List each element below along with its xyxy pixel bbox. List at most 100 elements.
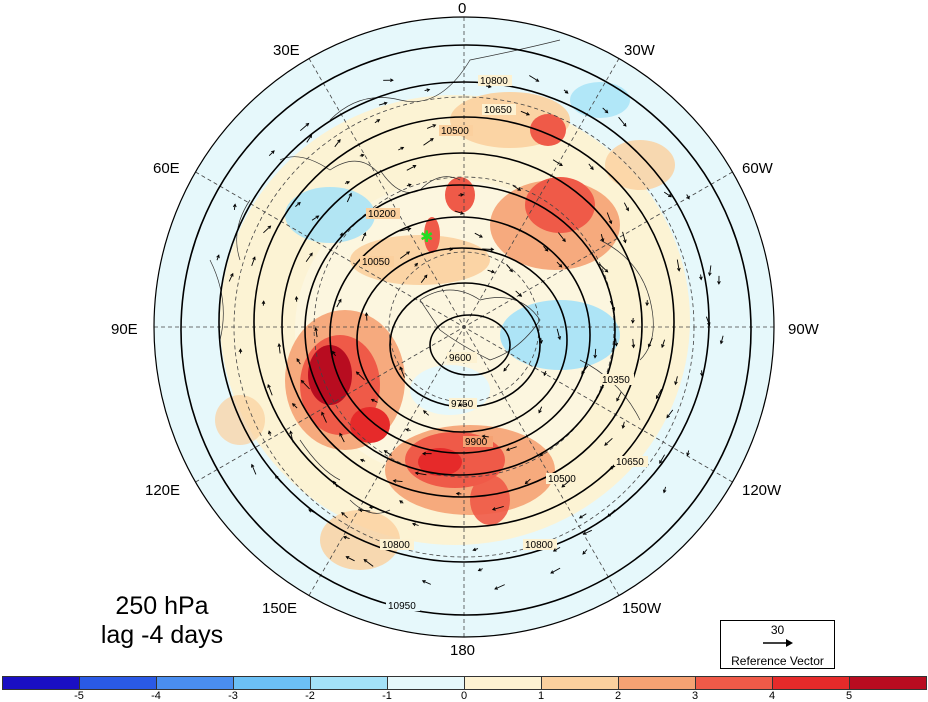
wind-arrow-head bbox=[267, 225, 272, 230]
wind-arrow-head bbox=[631, 344, 636, 349]
wind-arrow bbox=[393, 480, 403, 483]
wind-arrow-head bbox=[557, 336, 562, 341]
wind-arrow-head bbox=[337, 139, 341, 143]
wind-arrow-head bbox=[593, 354, 597, 359]
wind-arrow bbox=[336, 299, 342, 308]
wind-arrow-head bbox=[662, 489, 667, 494]
wind-arrow bbox=[556, 261, 563, 268]
wind-arrow bbox=[487, 269, 495, 273]
wind-arrow-head bbox=[277, 343, 282, 347]
colorbar-tick-label: 0 bbox=[460, 690, 468, 702]
wind-arrow-head bbox=[338, 298, 342, 303]
lon-label-30e: 30E bbox=[273, 42, 300, 59]
wind-arrow bbox=[503, 363, 510, 372]
wind-arrow-head bbox=[668, 193, 672, 198]
wind-arrow-head bbox=[412, 522, 416, 527]
wind-arrow-head bbox=[604, 268, 609, 273]
wind-arrow bbox=[600, 233, 604, 242]
wind-arrow bbox=[300, 123, 309, 132]
wind-arrow-head bbox=[458, 403, 462, 407]
wind-arrow-head bbox=[412, 165, 417, 169]
wind-arrow-head bbox=[621, 424, 626, 429]
wind-arrow-head bbox=[608, 220, 613, 225]
lon-label-60e: 60E bbox=[153, 160, 180, 177]
wind-arrow bbox=[616, 392, 622, 401]
lon-label-120e: 120E bbox=[145, 482, 181, 499]
wind-arrow-head bbox=[559, 162, 563, 167]
wind-arrow bbox=[399, 228, 411, 232]
colorbar-tick-label: 1 bbox=[537, 690, 545, 702]
colorbar-tick-label: -2 bbox=[305, 690, 315, 702]
wind-arrow bbox=[306, 134, 312, 143]
plot-title-lag: lag -4 days bbox=[100, 621, 224, 649]
wind-arrow-head bbox=[274, 475, 279, 479]
contour-label: 10650 bbox=[616, 457, 644, 468]
wind-arrow bbox=[606, 212, 612, 224]
wind-arrow-head bbox=[460, 211, 464, 215]
wind-arrow-head bbox=[487, 84, 492, 89]
wind-arrow bbox=[676, 259, 680, 271]
wind-arrow-head bbox=[607, 513, 611, 518]
wind-arrow-head bbox=[238, 348, 243, 353]
wind-arrow-head bbox=[609, 465, 614, 470]
wind-arrow bbox=[512, 185, 521, 191]
wind-arrow bbox=[454, 210, 464, 215]
wind-arrow bbox=[552, 159, 563, 166]
contour-label: 9600 bbox=[449, 353, 472, 364]
wind-arrow-head bbox=[666, 414, 670, 419]
wind-arrow-head bbox=[449, 247, 454, 252]
wind-arrow-head bbox=[407, 183, 412, 187]
wind-arrow bbox=[538, 406, 543, 413]
lon-label-30w: 30W bbox=[624, 42, 655, 59]
wind-arrow-head bbox=[321, 411, 325, 416]
reference-arrow-icon bbox=[763, 639, 793, 647]
wind-arrow bbox=[296, 358, 301, 365]
colorbar-tick-label: 4 bbox=[768, 690, 776, 702]
wind-arrow-head bbox=[719, 340, 724, 345]
wind-arrow bbox=[315, 328, 318, 338]
wind-arrow-head bbox=[717, 281, 721, 285]
wind-arrow bbox=[506, 264, 513, 272]
wind-arrow-head bbox=[332, 480, 337, 485]
wind-arrow-head bbox=[645, 302, 649, 307]
wind-arrow bbox=[661, 339, 666, 348]
wind-arrow-head bbox=[426, 88, 431, 92]
lon-label-60w: 60W bbox=[742, 160, 773, 177]
wind-arrow bbox=[295, 202, 301, 207]
contour-labels: 9600 9750 9900 10050 10200 10350 10500 1… bbox=[360, 75, 648, 612]
wind-arrow bbox=[420, 274, 428, 283]
wind-arrow-head bbox=[661, 344, 665, 349]
wind-arrow bbox=[292, 403, 298, 409]
colorbar-tick-label: -5 bbox=[74, 690, 84, 702]
wind-arrow-head bbox=[345, 556, 350, 560]
wind-arrow bbox=[607, 509, 616, 517]
wind-arrow-head bbox=[359, 458, 364, 463]
wind-arrow bbox=[720, 335, 724, 344]
wind-arrow-head bbox=[291, 403, 296, 407]
wind-arrow-head bbox=[305, 122, 310, 127]
wind-arrow-head bbox=[460, 193, 465, 197]
wind-arrow bbox=[666, 409, 674, 418]
wind-arrow bbox=[343, 536, 350, 540]
wind-arrow-head bbox=[655, 395, 660, 400]
wind-arrow-head bbox=[526, 112, 530, 116]
wind-arrow-head bbox=[517, 187, 522, 191]
lon-label-150w: 150W bbox=[622, 600, 662, 617]
wind-arrow-head bbox=[491, 507, 496, 511]
wind-arrow-head bbox=[561, 483, 566, 488]
wind-arrow bbox=[579, 513, 587, 519]
wind-arrow bbox=[423, 410, 430, 416]
wind-arrow-head bbox=[558, 263, 563, 268]
lon-label-90w: 90W bbox=[788, 321, 819, 338]
wind-arrow-head bbox=[552, 548, 557, 552]
wind-arrow bbox=[520, 110, 530, 116]
wind-arrow-head bbox=[422, 451, 426, 456]
wind-arrow-head bbox=[604, 109, 609, 114]
wind-arrow bbox=[346, 556, 355, 562]
wind-arrow-head bbox=[300, 379, 305, 384]
colorbar-tick-label: -1 bbox=[382, 690, 392, 702]
lon-label-180: 180 bbox=[450, 642, 476, 659]
wind-arrow bbox=[556, 328, 561, 340]
wind-arrow-head bbox=[368, 505, 373, 510]
colorbar-segment bbox=[79, 676, 157, 690]
